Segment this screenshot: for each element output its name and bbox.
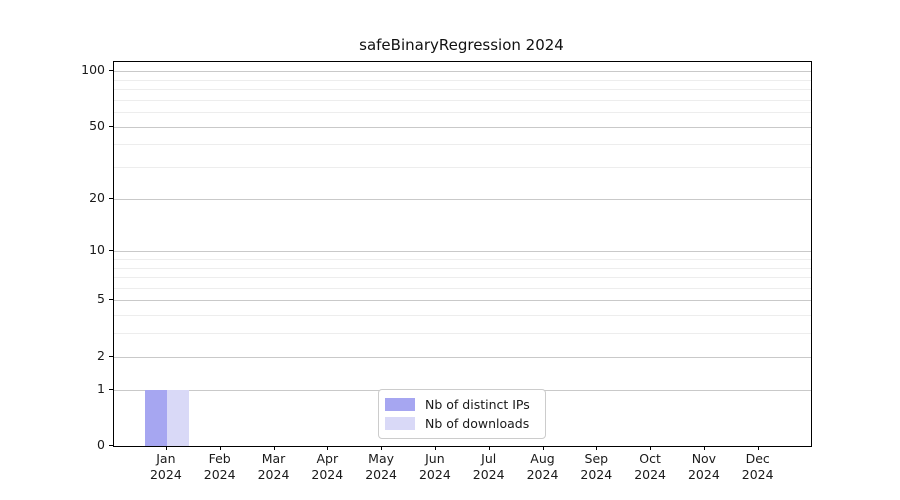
gridline-minor xyxy=(114,333,811,335)
gridline-minor xyxy=(114,267,811,269)
gridline-major xyxy=(114,71,811,72)
gridline-minor xyxy=(114,315,811,317)
y-tick-mark xyxy=(109,445,113,446)
gridline-minor xyxy=(114,277,811,278)
gridline-minor xyxy=(114,167,811,168)
x-tick-label: May 2024 xyxy=(365,451,397,482)
x-tick-label: Jul 2024 xyxy=(472,451,505,482)
x-tick-mark xyxy=(488,446,490,450)
x-tick-label: Jun 2024 xyxy=(418,451,451,482)
y-tick-mark xyxy=(109,355,113,357)
legend-item-distinct-ips: Nb of distinct IPs xyxy=(385,395,537,414)
legend-item-downloads: Nb of downloads xyxy=(385,414,537,433)
x-tick-mark xyxy=(596,446,598,450)
y-tick-label: 2 xyxy=(97,347,105,363)
y-tick-label: 0 xyxy=(97,437,105,452)
gridline-minor xyxy=(114,99,811,101)
gridline-major xyxy=(114,126,811,128)
x-tick-mark xyxy=(327,446,329,450)
x-tick-mark xyxy=(273,446,275,450)
legend-swatch-downloads xyxy=(385,417,415,430)
x-tick-label: Sep 2024 xyxy=(580,451,613,482)
x-tick-label: Apr 2024 xyxy=(311,451,344,482)
x-tick-mark xyxy=(542,446,544,450)
gridline-minor xyxy=(114,144,811,146)
x-tick-mark xyxy=(703,446,705,450)
x-tick-mark xyxy=(165,446,167,450)
y-tick-mark xyxy=(109,299,113,301)
x-tick-label: Mar 2024 xyxy=(257,451,290,482)
gridline-minor xyxy=(114,287,811,289)
legend-label-downloads: Nb of downloads xyxy=(425,416,530,431)
y-tick-mark xyxy=(109,70,113,71)
legend: Nb of distinct IPs Nb of downloads xyxy=(378,389,546,439)
chart-title: safeBinaryRegression 2024 xyxy=(359,36,564,54)
bar-distinct-ips-jan-2024 xyxy=(145,389,167,446)
gridline-minor xyxy=(114,258,811,260)
x-tick-mark xyxy=(434,446,436,450)
y-tick-mark xyxy=(109,250,113,252)
y-tick-mark xyxy=(109,388,113,390)
gridline-major xyxy=(114,198,811,200)
x-tick-label: Oct 2024 xyxy=(634,451,666,482)
x-tick-mark xyxy=(650,446,652,450)
plot-area xyxy=(113,61,812,447)
x-tick-label: Dec 2024 xyxy=(741,451,774,482)
gridline-major xyxy=(114,356,811,358)
y-tick-label: 5 xyxy=(97,291,105,307)
y-tick-label: 10 xyxy=(89,242,105,258)
gridline-major xyxy=(114,300,811,302)
y-tick-label: 50 xyxy=(89,117,105,133)
x-tick-label: Nov 2024 xyxy=(687,451,720,482)
x-tick-mark xyxy=(757,446,759,450)
gridline-minor xyxy=(114,112,811,113)
x-tick-label: Jan 2024 xyxy=(149,451,182,482)
bar-downloads-jan-2024 xyxy=(166,389,189,446)
y-tick-label: 1 xyxy=(97,380,105,396)
x-tick-mark xyxy=(381,446,383,450)
legend-swatch-distinct-ips xyxy=(385,398,415,411)
legend-label-distinct-ips: Nb of distinct IPs xyxy=(425,397,530,412)
gridline-minor xyxy=(114,88,811,90)
x-tick-mark xyxy=(219,446,221,450)
gridline-minor xyxy=(114,79,811,81)
x-tick-label: Feb 2024 xyxy=(203,451,236,482)
y-tick-mark xyxy=(109,125,113,127)
x-tick-label: Aug 2024 xyxy=(526,451,559,482)
gridline-major xyxy=(114,251,811,253)
y-tick-label: 100 xyxy=(81,62,105,77)
y-tick-label: 20 xyxy=(89,189,105,205)
y-tick-mark xyxy=(109,197,113,199)
